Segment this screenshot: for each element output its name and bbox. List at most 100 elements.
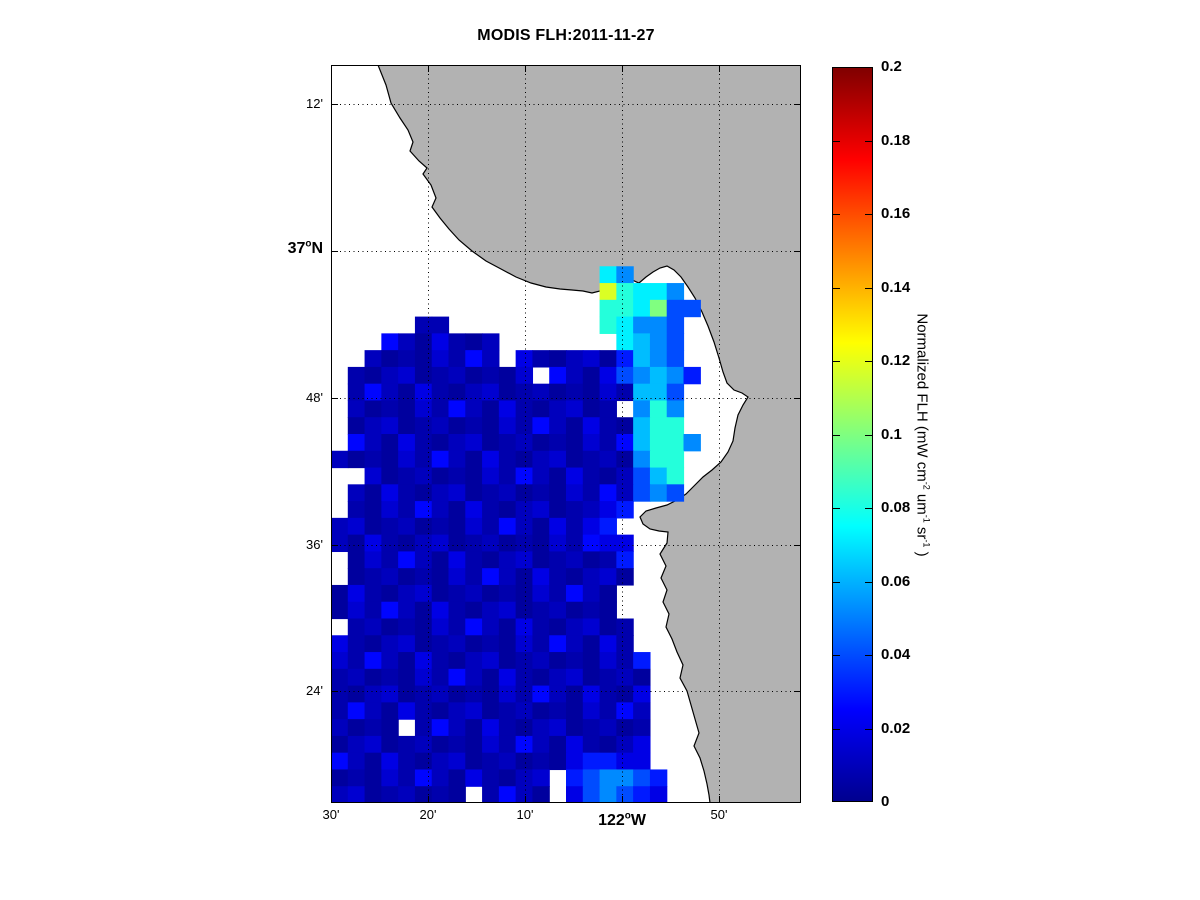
data-cell <box>398 735 416 754</box>
data-cell <box>414 769 433 787</box>
data-cell <box>448 601 466 620</box>
colorbar-tick-label: 0 <box>881 793 890 810</box>
data-cell <box>549 517 567 536</box>
data-cell <box>515 350 534 368</box>
data-cell <box>549 702 567 720</box>
label-text: sr <box>913 522 931 540</box>
data-cell <box>498 668 517 687</box>
data-cell <box>549 551 567 569</box>
data-cell <box>616 467 634 485</box>
data-cell <box>649 350 668 368</box>
data-cell <box>398 383 416 402</box>
data-cell <box>364 534 382 553</box>
data-cell <box>633 668 651 687</box>
data-cell <box>599 786 617 803</box>
data-cell <box>616 283 634 301</box>
colorbar-tick-label: 0.06 <box>881 573 911 590</box>
data-cell <box>599 735 617 754</box>
data-cell <box>566 752 584 771</box>
data-cell <box>599 685 617 703</box>
data-cell <box>599 584 617 603</box>
data-cell <box>599 534 617 553</box>
data-cell <box>482 652 500 670</box>
colorbar-tick-left <box>833 214 840 215</box>
data-cell <box>398 618 416 636</box>
data-cell <box>532 434 550 452</box>
data-cell <box>482 702 500 720</box>
data-cell <box>666 434 685 452</box>
data-cell <box>465 702 483 720</box>
data-cell <box>364 551 382 569</box>
data-cell <box>582 501 601 519</box>
data-cell <box>448 534 466 553</box>
data-cell <box>347 366 366 385</box>
data-cell <box>666 417 685 435</box>
data-cell <box>515 450 534 469</box>
data-cell <box>465 517 483 536</box>
data-cell <box>582 652 601 670</box>
x-tick-label: 10' <box>516 807 534 822</box>
data-cell <box>448 417 466 435</box>
data-cell <box>364 786 382 803</box>
data-cell <box>599 769 617 787</box>
data-cell <box>515 568 534 586</box>
data-cell <box>465 601 483 620</box>
colorbar-tick-label: 0.08 <box>881 499 911 516</box>
data-cell <box>599 316 617 334</box>
data-cell <box>465 366 483 385</box>
data-cell <box>582 635 601 653</box>
data-cell <box>364 517 382 536</box>
colorbar-tick-label: 0.04 <box>881 646 911 663</box>
y-tick-label: 36' <box>306 537 323 552</box>
data-cell <box>347 417 366 435</box>
data-cell <box>532 517 550 536</box>
data-cell <box>482 752 500 771</box>
data-cell <box>566 769 584 787</box>
data-cell <box>431 400 450 418</box>
data-cell <box>347 383 366 402</box>
data-cell <box>498 568 517 586</box>
colorbar-tick-label: 0.16 <box>881 205 911 222</box>
data-cell <box>633 484 651 502</box>
data-cell <box>599 366 617 385</box>
data-cell <box>582 601 601 620</box>
data-cell <box>532 668 550 687</box>
data-cell <box>381 383 399 402</box>
data-cell <box>532 568 550 586</box>
data-cell <box>599 551 617 569</box>
data-cell <box>549 534 567 553</box>
data-cell <box>414 333 433 351</box>
data-cell <box>549 484 567 502</box>
data-cell <box>649 316 668 334</box>
data-cell <box>616 484 634 502</box>
data-cell <box>616 568 634 586</box>
data-cell <box>616 769 634 787</box>
data-cell <box>381 769 399 787</box>
data-cell <box>431 652 450 670</box>
data-cell <box>465 467 483 485</box>
data-cell <box>381 400 399 418</box>
data-cell <box>649 366 668 385</box>
data-cell <box>381 517 399 536</box>
colorbar-tick-left <box>833 435 840 436</box>
data-cell <box>549 501 567 519</box>
data-cell <box>448 467 466 485</box>
data-cell <box>398 668 416 687</box>
data-cell <box>331 534 349 553</box>
data-cell <box>616 702 634 720</box>
data-cell <box>364 434 382 452</box>
data-cell <box>616 450 634 469</box>
data-cell <box>414 450 433 469</box>
colorbar-tick-left <box>833 141 840 142</box>
data-cell <box>398 417 416 435</box>
data-cell <box>465 350 483 368</box>
data-cell <box>431 618 450 636</box>
data-cell <box>347 601 366 620</box>
data-cell <box>599 467 617 485</box>
data-cell <box>347 652 366 670</box>
data-cell <box>414 400 433 418</box>
data-cell <box>633 450 651 469</box>
data-cell <box>448 752 466 771</box>
data-cell <box>616 366 634 385</box>
data-cell <box>431 434 450 452</box>
